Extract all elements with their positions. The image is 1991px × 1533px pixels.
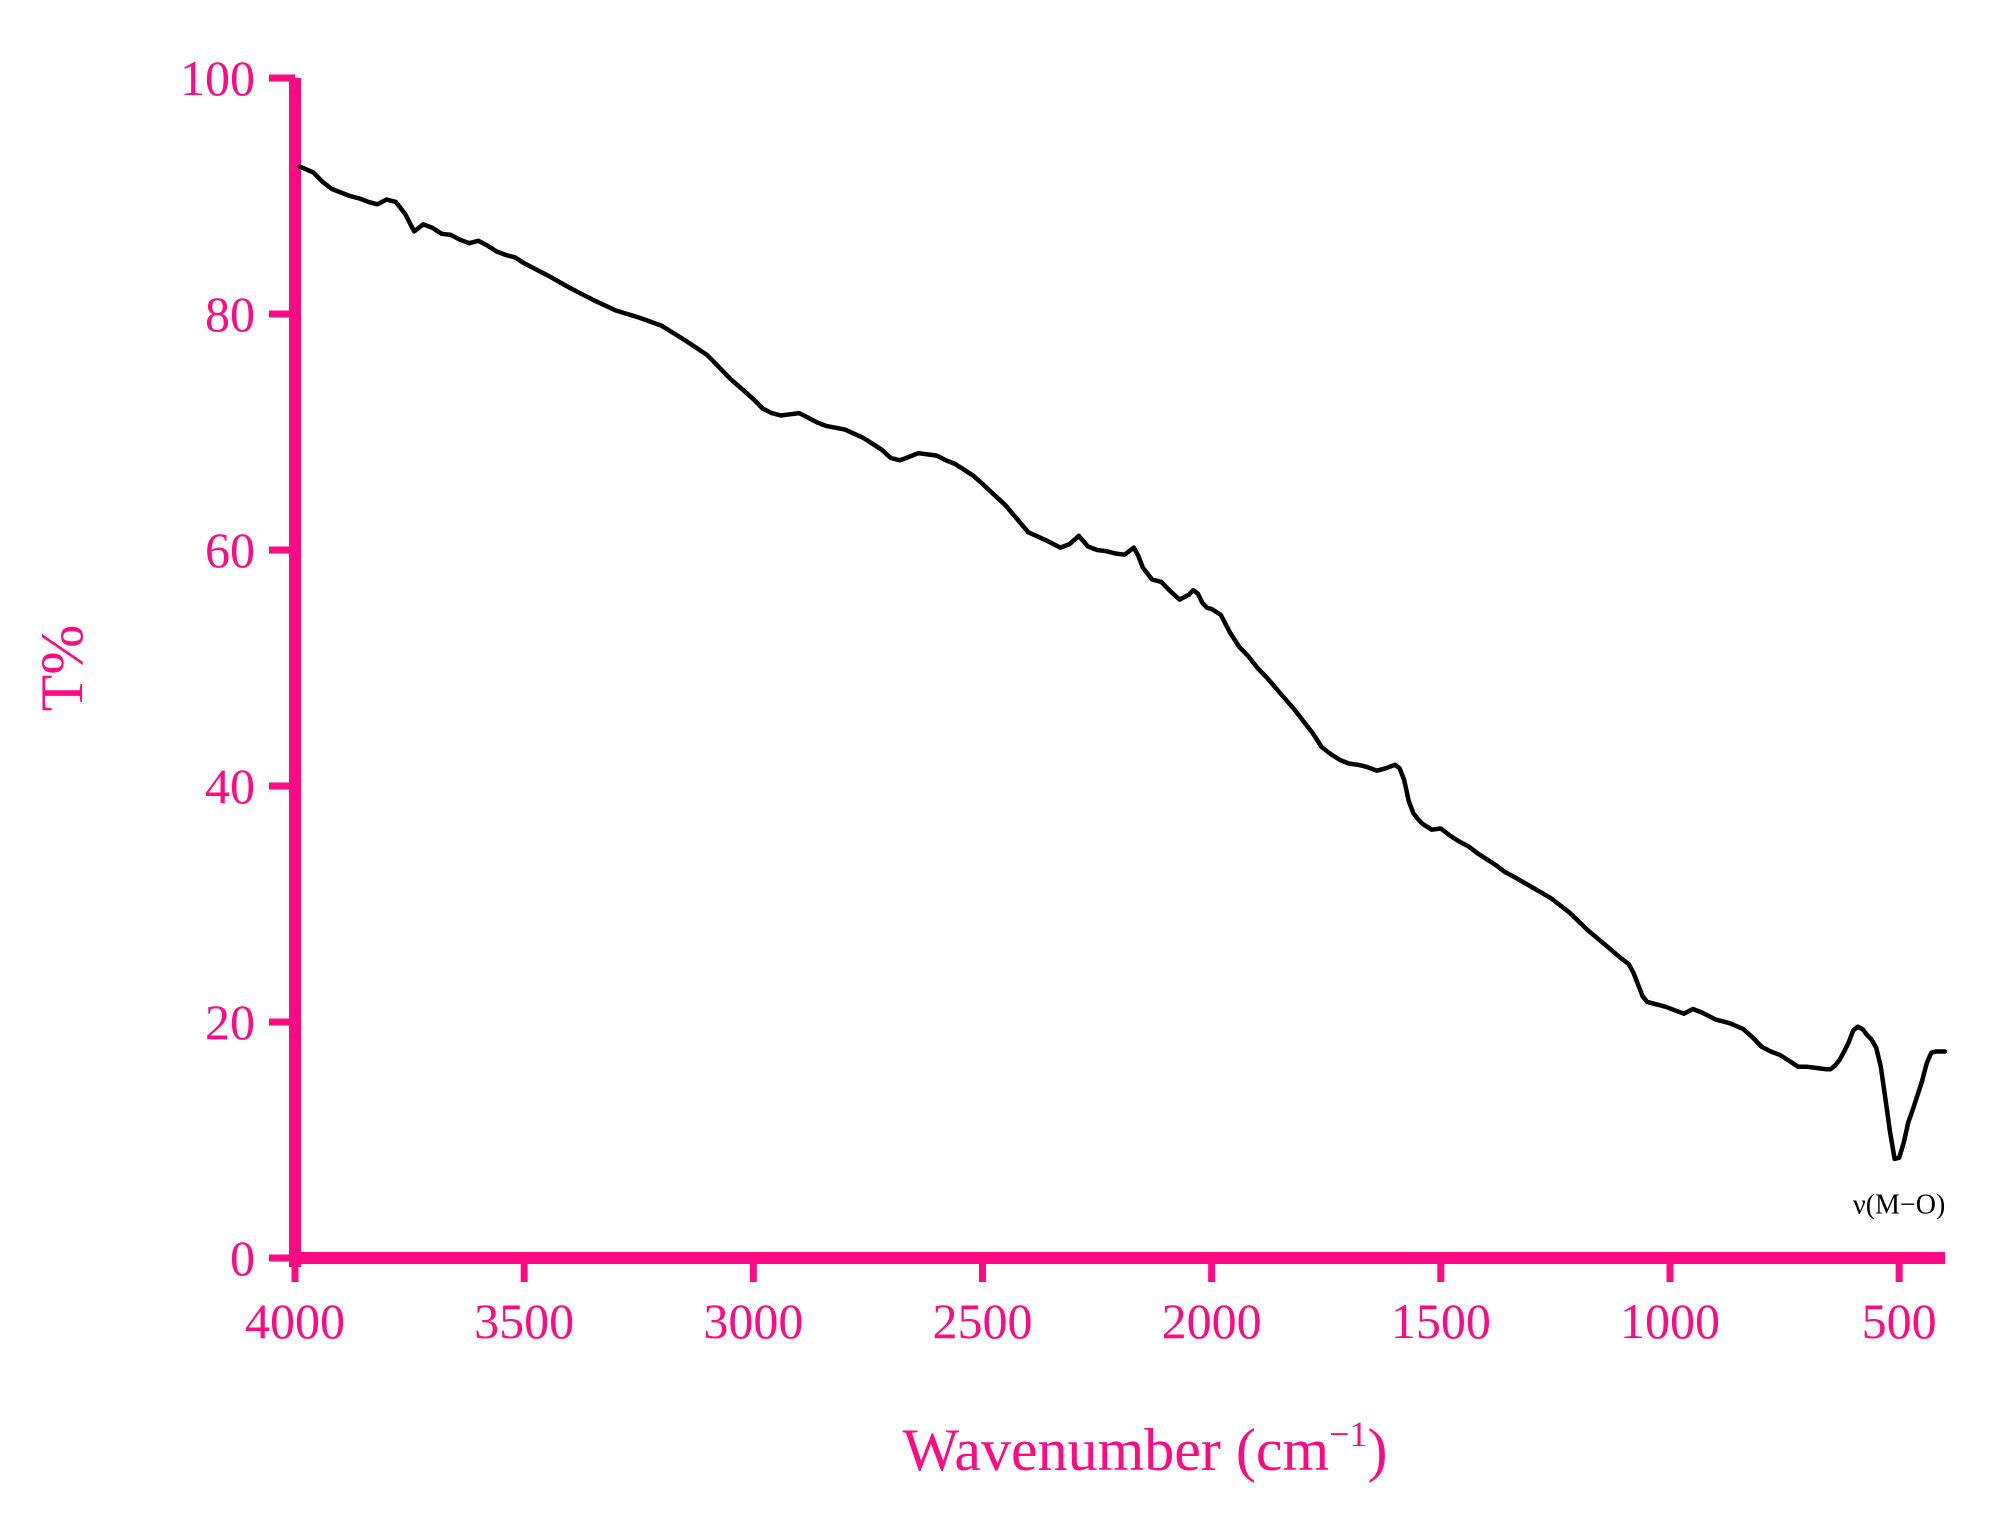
x-axis-title-close: ) xyxy=(1367,1417,1387,1483)
x-tick-label: 500 xyxy=(1862,1293,1937,1349)
x-tick-label: 2500 xyxy=(933,1293,1033,1349)
y-tick-label: 60 xyxy=(205,522,255,578)
peak-annotation: ν(M−O) xyxy=(1853,1190,1945,1221)
x-tick-label: 2000 xyxy=(1162,1293,1262,1349)
x-tick-label: 4000 xyxy=(245,1293,345,1349)
x-axis-title-superscript: −1 xyxy=(1329,1414,1367,1454)
y-tick-label: 80 xyxy=(205,286,255,342)
x-tick-label: 1500 xyxy=(1391,1293,1491,1349)
y-tick-label: 0 xyxy=(230,1230,255,1286)
x-axis-title: Wavenumber (cm−1) xyxy=(903,1414,1388,1483)
y-axis-title: T% xyxy=(29,625,95,712)
x-tick-label: 3500 xyxy=(474,1293,574,1349)
y-tick-label: 40 xyxy=(205,758,255,814)
x-tick-label: 1000 xyxy=(1620,1293,1720,1349)
y-tick-label: 100 xyxy=(180,50,255,106)
transmittance-series-line xyxy=(297,164,1948,1162)
x-axis-title-text: Wavenumber (cm xyxy=(903,1417,1330,1483)
y-tick-label: 20 xyxy=(205,994,255,1050)
x-tick-label: 3000 xyxy=(703,1293,803,1349)
x-ticks: 4000 3500 3000 2500 2000 1500 1000 500 xyxy=(245,1258,1937,1349)
y-ticks: 0 20 40 60 80 100 xyxy=(180,50,295,1286)
